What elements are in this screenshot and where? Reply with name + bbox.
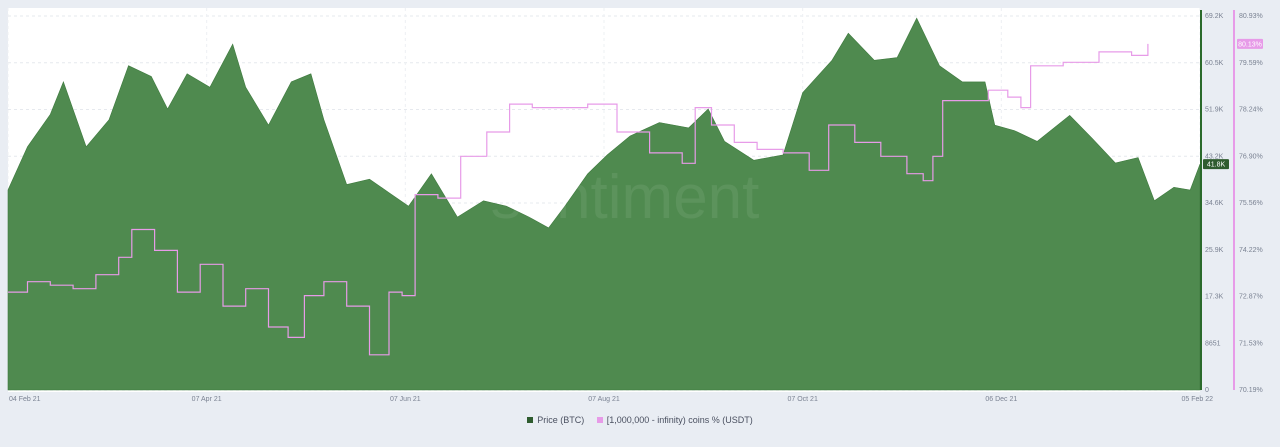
price-last-value-badge: [1203, 159, 1229, 170]
y-tick-right: 72.87%: [1239, 294, 1263, 301]
y-tick-left: 43.2K: [1205, 153, 1224, 160]
legend-swatch-holders: [596, 417, 603, 423]
x-tick: 07 Apr 21: [192, 396, 222, 403]
x-tick: 07 Oct 21: [787, 396, 817, 403]
y-tick-left: 0: [1205, 387, 1209, 394]
legend-label-holders: [1,000,000 - infinity) coins % (USDT): [606, 415, 753, 425]
y-tick-right: 76.90%: [1239, 153, 1263, 160]
legend-label-price: Price (BTC): [537, 415, 585, 425]
legend: Price (BTC) [1,000,000 - infinity) coins…: [0, 415, 1280, 425]
y-tick-left: 25.9K: [1205, 247, 1224, 254]
y-tick-left: 8651: [1205, 340, 1221, 347]
y-tick-right: 71.53%: [1239, 340, 1263, 347]
y-tick-left: 51.9K: [1205, 107, 1224, 114]
x-tick: 07 Jun 21: [390, 396, 421, 403]
legend-item-price[interactable]: Price (BTC): [527, 415, 584, 425]
y-tick-right: 70.19%: [1239, 387, 1263, 394]
x-tick: 07 Aug 21: [588, 396, 620, 403]
x-tick: 06 Dec 21: [985, 396, 1017, 403]
y-tick-right: 75.56%: [1239, 200, 1263, 207]
holders-last-value-label: 80.13%: [1238, 41, 1262, 48]
price-last-value-label: 41.8K: [1207, 162, 1226, 169]
x-tick: 04 Feb 21: [9, 396, 41, 403]
y-tick-left: 17.3K: [1205, 294, 1224, 301]
legend-item-holders[interactable]: [1,000,000 - infinity) coins % (USDT): [596, 415, 753, 425]
series-price-area: [7, 17, 1201, 391]
watermark-overlay: santiment: [491, 163, 760, 232]
holders-last-value-badge: [1237, 38, 1263, 49]
y-tick-right: 79.59%: [1239, 60, 1263, 67]
legend-swatch-price: [527, 417, 534, 423]
y-tick-left: 69.2K: [1205, 13, 1224, 20]
y-tick-right: 74.22%: [1239, 247, 1263, 254]
y-tick-left: 34.6K: [1205, 200, 1224, 207]
x-tick: 05 Feb 22: [1181, 396, 1213, 403]
y-tick-left: 60.5K: [1205, 60, 1224, 67]
y-tick-right: 78.24%: [1239, 107, 1263, 114]
series-holders-line: [8, 43, 1149, 356]
y-tick-right: 80.93%: [1239, 13, 1263, 20]
